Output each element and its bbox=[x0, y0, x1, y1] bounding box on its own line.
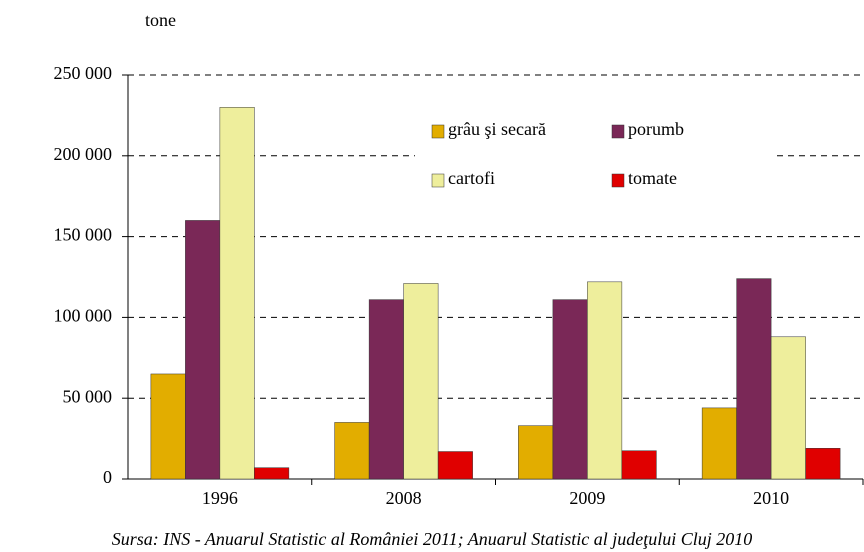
bar bbox=[368, 299, 404, 480]
bar bbox=[334, 422, 370, 480]
bar bbox=[621, 450, 657, 480]
legend-swatch bbox=[431, 124, 445, 139]
bar bbox=[185, 220, 221, 480]
x-tick-label: 2009 bbox=[569, 488, 605, 508]
bar bbox=[219, 107, 255, 480]
bar bbox=[437, 451, 473, 480]
legend-label: cartofi bbox=[448, 168, 495, 188]
legend-swatch bbox=[611, 124, 625, 139]
legend-box bbox=[415, 112, 775, 200]
y-tick-label: 150 000 bbox=[54, 225, 113, 245]
x-tick-label: 2010 bbox=[753, 488, 789, 508]
legend-swatch bbox=[611, 173, 625, 188]
y-unit: tone bbox=[145, 10, 176, 30]
legend-label: porumb bbox=[628, 119, 684, 139]
x-tick-label: 1996 bbox=[202, 488, 238, 508]
legend-label: tomate bbox=[628, 168, 677, 188]
y-tick-label: 200 000 bbox=[54, 144, 113, 164]
bar bbox=[770, 336, 806, 480]
bar bbox=[736, 278, 772, 480]
bar bbox=[805, 448, 841, 480]
bar bbox=[518, 425, 554, 480]
bar bbox=[587, 281, 623, 480]
legend-label: grâu şi secară bbox=[448, 119, 546, 139]
bar bbox=[254, 467, 290, 480]
bar bbox=[552, 299, 588, 480]
bar bbox=[403, 283, 439, 480]
x-tick-label: 2008 bbox=[386, 488, 422, 508]
y-tick-label: 0 bbox=[103, 467, 112, 487]
y-tick-label: 100 000 bbox=[54, 306, 113, 326]
bar bbox=[701, 407, 737, 480]
source-note: Sursa: INS - Anuarul Statistic al Români… bbox=[112, 529, 753, 549]
y-tick-label: 50 000 bbox=[63, 386, 113, 406]
legend-swatch bbox=[431, 173, 445, 188]
y-tick-label: 250 000 bbox=[54, 63, 113, 83]
bar bbox=[150, 373, 186, 480]
